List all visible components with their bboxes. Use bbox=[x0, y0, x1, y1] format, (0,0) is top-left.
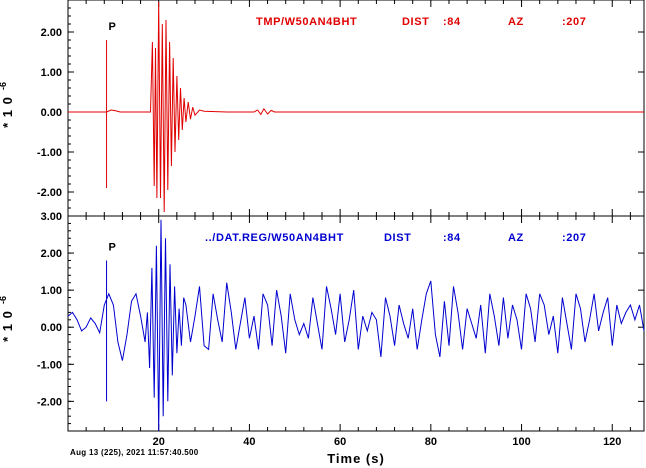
top-y-axis-exponent: -6 bbox=[0, 82, 8, 90]
top-y-tick-label: 0.00 bbox=[41, 107, 62, 119]
bot-y-tick-label: -2.00 bbox=[37, 396, 62, 408]
top-dist-value: :84 bbox=[443, 16, 461, 28]
bottom-y-ticks: -2.00 -1.00 0.00 1.00 2.00 3.00 bbox=[37, 211, 644, 432]
bottom-y-axis-exponent: -6 bbox=[0, 296, 8, 304]
bottom-y-axis-base: * 1 0 bbox=[0, 310, 15, 342]
x-tick-label: 40 bbox=[243, 436, 255, 448]
x-axis-title: Time (s) bbox=[327, 451, 385, 466]
bottom-az-label: AZ bbox=[508, 232, 524, 244]
x-tick-label: 60 bbox=[334, 436, 346, 448]
top-az-value: :207 bbox=[562, 16, 586, 28]
x-tick-label: 20 bbox=[153, 436, 165, 448]
bottom-y-axis-title: * 1 0 -6 bbox=[0, 296, 15, 342]
bottom-dist-label: DIST bbox=[384, 232, 411, 244]
top-y-tick-label: 2.00 bbox=[41, 27, 62, 39]
top-y-ticks: -2.00 -1.00 0.00 1.00 2.00 bbox=[37, 7, 644, 217]
bot-y-tick-label: -1.00 bbox=[37, 359, 62, 371]
top-y-axis-base: * 1 0 bbox=[0, 96, 15, 128]
bottom-panel-frame bbox=[67, 215, 645, 432]
x-tick-label: 80 bbox=[425, 436, 437, 448]
bottom-trace-name: ../DAT.REG/W50AN4BHT bbox=[205, 232, 344, 244]
top-y-tick-label: -2.00 bbox=[37, 187, 62, 199]
top-seismic-trace bbox=[68, 1, 644, 213]
bottom-az-value: :207 bbox=[562, 232, 586, 244]
top-dist-label: DIST bbox=[402, 16, 429, 28]
top-y-axis-title: * 1 0 -6 bbox=[0, 82, 15, 128]
bot-y-tick-label: 1.00 bbox=[41, 285, 62, 297]
top-az-label: AZ bbox=[508, 16, 524, 28]
top-p-phase-label: P bbox=[109, 21, 116, 33]
top-y-tick-label: -1.00 bbox=[37, 147, 62, 159]
bot-y-tick-label: 3.00 bbox=[41, 211, 62, 223]
bottom-p-phase-label: P bbox=[109, 241, 116, 253]
x-tick-label: 100 bbox=[512, 436, 530, 448]
bot-y-tick-label: 0.00 bbox=[41, 322, 62, 334]
timestamp-label: Aug 13 (225), 2021 11:57:40.500 bbox=[70, 448, 199, 457]
x-axis-ticks: 20 40 60 80 100 120 bbox=[67, 0, 631, 448]
bottom-dist-value: :84 bbox=[443, 232, 461, 244]
top-trace-name: TMP/W50AN4BHT bbox=[256, 16, 357, 28]
top-y-tick-label: 1.00 bbox=[41, 67, 62, 79]
bottom-seismic-trace bbox=[67, 219, 645, 432]
x-tick-label: 120 bbox=[603, 436, 621, 448]
bot-y-tick-label: 2.00 bbox=[41, 248, 62, 260]
